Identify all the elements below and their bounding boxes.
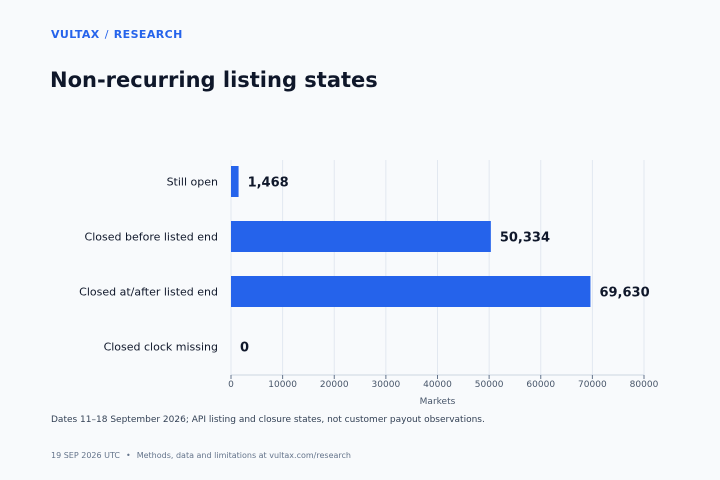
- x-tick-label: 80000: [630, 380, 659, 390]
- chart-note: Dates 11–18 September 2026; API listing …: [51, 415, 485, 425]
- value-label: 50,334: [500, 231, 550, 246]
- footer-link-text[interactable]: Methods, data and limitations at vultax.…: [136, 451, 351, 460]
- category-label: Closed before listed end: [85, 231, 218, 244]
- x-tick-label: 70000: [578, 380, 607, 390]
- category-label: Still open: [167, 176, 218, 189]
- x-tick-label: 60000: [526, 380, 555, 390]
- value-label: 69,630: [599, 286, 649, 301]
- x-tick-label: 0: [228, 380, 234, 390]
- breadcrumb-brand[interactable]: VULTAX: [51, 28, 100, 41]
- grid-lines: [230, 160, 645, 375]
- page-title: Non-recurring listing states: [50, 68, 378, 92]
- x-tick-label: 20000: [320, 380, 349, 390]
- bars: [231, 166, 591, 307]
- x-axis-label: Markets: [420, 397, 456, 407]
- category-label: Closed clock missing: [104, 341, 218, 354]
- category-label: Closed at/after listed end: [79, 286, 218, 299]
- bar[interactable]: [231, 276, 591, 307]
- breadcrumb-separator: /: [104, 28, 109, 41]
- footer: 19 SEP 2026 UTC • Methods, data and limita…: [51, 451, 351, 460]
- breadcrumb: VULTAX / RESEARCH: [51, 28, 183, 41]
- x-tick-label: 10000: [268, 380, 297, 390]
- footer-bullet: •: [125, 451, 131, 460]
- breadcrumb-section[interactable]: RESEARCH: [113, 28, 183, 41]
- x-tick-label: 30000: [372, 380, 401, 390]
- x-tick-label: 40000: [423, 380, 452, 390]
- bar[interactable]: [231, 166, 239, 197]
- value-label: 0: [240, 341, 249, 356]
- value-label: 1,468: [248, 176, 289, 191]
- bar[interactable]: [231, 221, 491, 252]
- footer-date: 19 SEP 2026 UTC: [51, 451, 120, 460]
- x-axis: 0 10000 20000 30000 40000 50000 60000 70000 8000…: [228, 374, 659, 407]
- labels: Still open 1,468 Closed before listed end 5…: [79, 176, 649, 356]
- x-tick-label: 50000: [475, 380, 504, 390]
